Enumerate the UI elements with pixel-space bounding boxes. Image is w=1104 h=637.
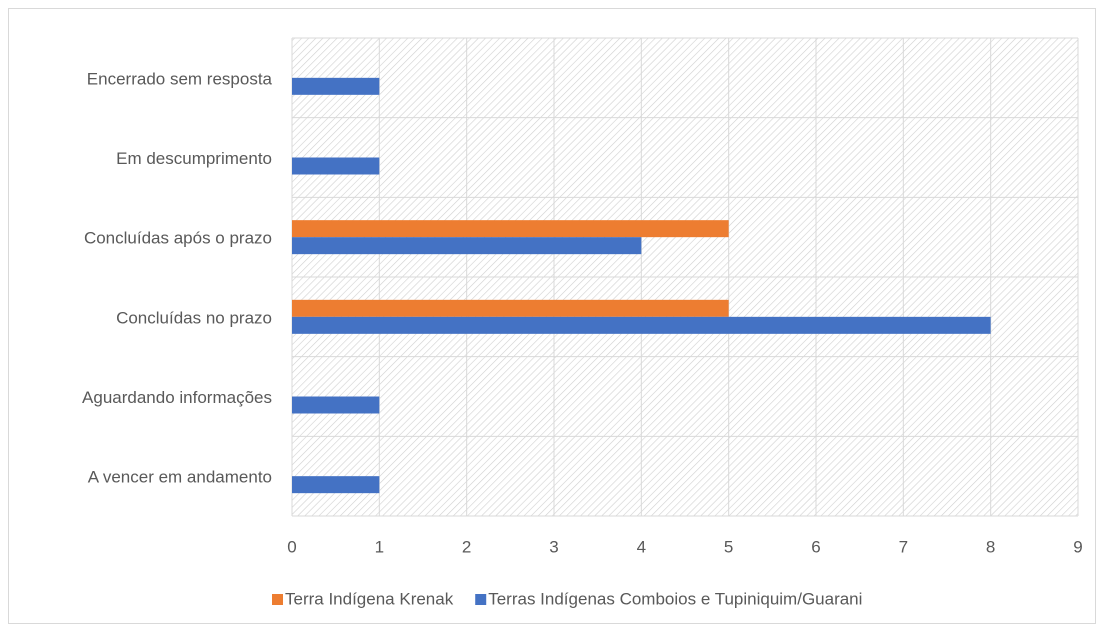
x-tick-label: 3 [549, 537, 558, 556]
legend-swatch [272, 594, 283, 605]
y-tick-label: Concluídas no prazo [116, 308, 272, 327]
legend-swatch [475, 594, 487, 605]
legend-label: Terra Indígena Krenak [285, 589, 454, 608]
bar [292, 220, 729, 238]
y-tick-label: A vencer em andamento [88, 468, 272, 487]
x-tick-label: 5 [724, 537, 733, 556]
x-tick-label: 9 [1073, 537, 1082, 556]
x-tick-label: 1 [375, 537, 384, 556]
x-tick-label: 2 [462, 537, 471, 556]
bar [292, 396, 380, 414]
bar [292, 77, 380, 95]
y-tick-label: Em descumprimento [116, 149, 272, 168]
x-tick-label: 7 [899, 537, 908, 556]
x-tick-label: 8 [986, 537, 995, 556]
x-tick-label: 4 [637, 537, 646, 556]
y-tick-label: Aguardando informações [82, 388, 272, 407]
bar [292, 316, 991, 334]
y-tick-label: Concluídas após o prazo [84, 229, 272, 248]
bar [292, 476, 380, 494]
legend-label: Terras Indígenas Comboios e Tupiniquim/G… [488, 589, 862, 608]
x-tick-label: 0 [287, 537, 296, 556]
x-tick-label: 6 [811, 537, 820, 556]
bar [292, 157, 380, 175]
y-tick-label: Encerrado sem resposta [87, 69, 273, 88]
bar [292, 237, 642, 255]
bar [292, 299, 729, 317]
